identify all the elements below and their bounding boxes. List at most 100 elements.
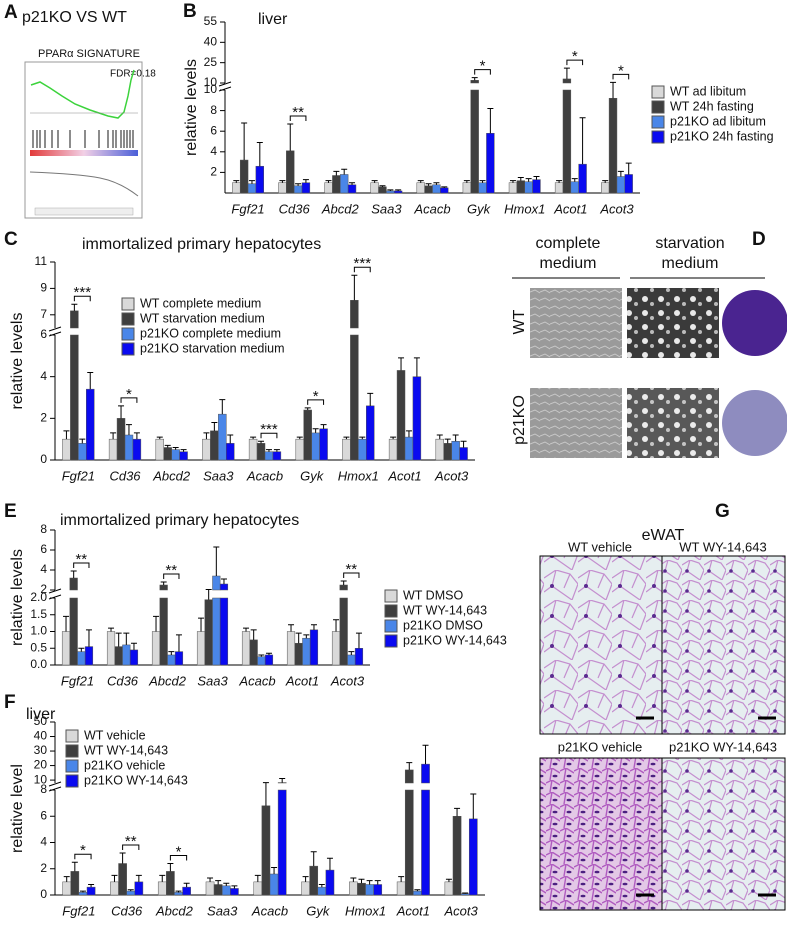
bar	[397, 882, 405, 895]
error-bar	[358, 879, 364, 883]
error-bar	[110, 433, 116, 439]
micrograph	[530, 288, 622, 358]
bar	[110, 882, 118, 895]
bar	[232, 183, 240, 193]
bar	[525, 182, 533, 193]
bar	[287, 632, 295, 666]
panel-label: E	[4, 501, 17, 522]
bar	[133, 439, 141, 460]
legend-label: p21KO WY-14,643	[403, 633, 507, 647]
x-tick-label: Acot3	[434, 468, 469, 483]
significance-label: *	[313, 388, 319, 405]
error-bar	[626, 163, 632, 174]
legend-swatch	[385, 605, 397, 617]
bar	[180, 452, 188, 460]
bar	[563, 90, 571, 193]
bar	[374, 885, 382, 896]
error-bar	[215, 881, 221, 885]
significance-label: *	[80, 842, 86, 859]
bar	[294, 186, 302, 193]
bar	[320, 429, 328, 460]
bar	[304, 410, 312, 460]
x-tick-label: Fgf21	[62, 468, 95, 483]
bar	[397, 370, 405, 460]
error-bar	[398, 358, 404, 371]
bar	[175, 652, 183, 665]
error-bar	[153, 616, 159, 631]
error-bar	[343, 437, 349, 439]
significance-label: *	[618, 62, 624, 79]
error-bar	[78, 648, 84, 651]
legend-label: p21KO 24h fasting	[670, 129, 774, 143]
bar	[278, 790, 286, 895]
x-tick-label: Acot3	[599, 201, 634, 216]
bar	[355, 648, 363, 665]
y-tick-label: 2	[40, 861, 47, 875]
legend-swatch	[66, 760, 78, 772]
error-bar	[303, 180, 309, 183]
error-bar	[168, 652, 174, 655]
bar	[302, 183, 310, 193]
gsea-title: p21KO VS WT	[22, 9, 127, 26]
bar	[265, 655, 273, 665]
y-tick-label: 7	[40, 307, 47, 321]
error-bar	[250, 437, 256, 439]
error-bar	[461, 441, 467, 447]
error-bar	[618, 171, 624, 176]
error-bar	[610, 82, 616, 98]
error-bar	[333, 620, 339, 632]
y-tick-label: 2	[40, 411, 47, 425]
error-bar	[326, 181, 332, 183]
panel-d: D complete medium starvation medium WT p…	[511, 229, 787, 458]
legend-swatch	[66, 745, 78, 757]
bar	[119, 864, 127, 896]
bar	[135, 882, 143, 895]
error-bar	[398, 877, 404, 882]
bar	[463, 183, 471, 193]
chart-title: immortalized primary hepatocytes	[82, 236, 321, 253]
error-bar	[198, 618, 204, 631]
bar	[326, 870, 334, 895]
bar	[213, 598, 221, 665]
bar	[617, 177, 625, 193]
x-tick-label: Fgf21	[231, 201, 264, 216]
error-bar	[418, 181, 424, 183]
error-bar	[263, 783, 269, 806]
x-tick-label: Saa3	[207, 903, 238, 918]
x-tick-label: Acacb	[251, 903, 288, 918]
error-bar	[63, 431, 69, 439]
error-bar	[533, 177, 539, 180]
error-bar	[348, 652, 354, 655]
bar	[70, 335, 78, 460]
error-bar	[305, 408, 311, 410]
significance-label: ***	[74, 284, 92, 301]
bar	[174, 892, 182, 895]
x-tick-label: Acot1	[285, 673, 319, 688]
bar	[609, 98, 617, 193]
error-bar	[349, 183, 355, 185]
bar	[342, 439, 350, 460]
y-tick-label: 0	[40, 887, 47, 901]
x-tick-label: Cd36	[109, 468, 141, 483]
x-tick-label: Acot3	[330, 673, 365, 688]
bar	[273, 452, 281, 460]
significance-label: **	[345, 561, 357, 578]
bar	[340, 598, 348, 665]
x-tick-label: Cd36	[279, 201, 311, 216]
bar	[257, 443, 265, 460]
legend-label: p21KO WY-14,643	[84, 773, 188, 787]
error-bar	[472, 78, 478, 81]
y-tick-label: 1.0	[30, 624, 47, 638]
legend-label: WT DMSO	[403, 588, 463, 602]
bar	[218, 414, 226, 460]
error-bar	[251, 630, 257, 640]
error-bar	[311, 625, 317, 630]
error-bar	[319, 885, 325, 888]
bar	[256, 166, 264, 193]
error-bar	[526, 179, 532, 182]
error-bar	[351, 275, 357, 300]
error-bar	[63, 616, 69, 631]
bar	[220, 598, 228, 665]
error-bar	[287, 124, 293, 151]
